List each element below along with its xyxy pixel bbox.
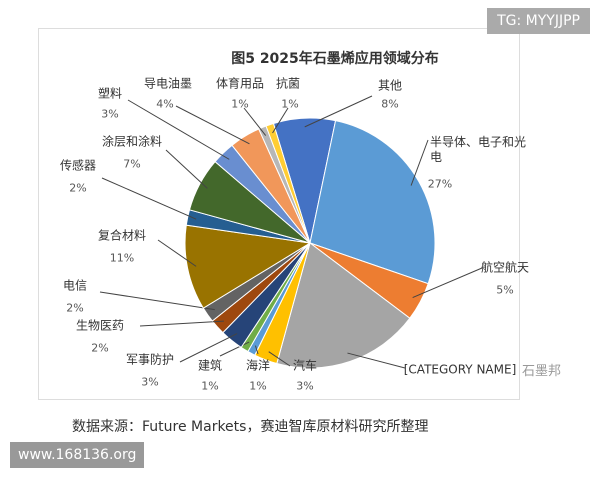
value-label: 11% <box>109 251 135 265</box>
leader-line <box>412 267 483 299</box>
value-label: 3% <box>101 107 119 121</box>
category-label: 军事防护 <box>125 352 175 367</box>
leader-line <box>99 291 215 311</box>
category-label: 生物医药 <box>75 318 125 333</box>
value-label: 1% <box>249 379 267 393</box>
value-label: 1% <box>231 97 249 111</box>
category-label: 电信 <box>62 278 88 293</box>
leader-line <box>139 320 224 327</box>
value-label: 8% <box>381 97 399 111</box>
chart-frame <box>38 28 520 400</box>
leader-line <box>243 107 267 136</box>
leader-line <box>304 95 373 128</box>
category-label: 抗菌 <box>275 76 301 91</box>
category-label: 建筑 <box>197 358 223 373</box>
category-label: 体育用品 <box>215 76 265 91</box>
chart-title: 图5 2025年石墨烯应用领域分布 <box>231 51 439 67</box>
category-label: [CATEGORY NAME] <box>403 362 517 377</box>
leader-line <box>127 99 230 160</box>
value-label: 1% <box>281 97 299 111</box>
leader-line <box>157 239 197 267</box>
value-label: 1% <box>201 379 219 393</box>
value-label: 2% <box>69 181 87 195</box>
leader-line <box>254 345 259 355</box>
leader-line <box>165 149 208 189</box>
category-label: 传感器 <box>59 158 97 173</box>
category-label: 其他 <box>377 78 403 93</box>
value-label: 3% <box>141 375 159 389</box>
category-label: 复合材料 <box>97 228 147 243</box>
pie-slice <box>265 122 311 244</box>
category-label: 塑料 <box>97 86 123 101</box>
category-label: 涂层和涂料 <box>101 134 163 149</box>
pie-slice <box>309 120 436 285</box>
leader-line <box>179 333 238 363</box>
value-label: 27% <box>427 177 453 191</box>
value-label: 4% <box>156 97 174 111</box>
site-label: www.168136.org <box>10 442 145 468</box>
leader-line <box>219 341 250 357</box>
watermark: 石墨邦 <box>522 364 562 379</box>
value-label: 2% <box>91 341 109 355</box>
leader-line <box>347 352 406 369</box>
value-label: 3% <box>296 379 314 393</box>
badge: TG: MYYJJPP <box>487 8 590 34</box>
category-label: 半导体、电子和光电 <box>430 135 527 164</box>
leader-line <box>101 177 197 220</box>
value-label: 7% <box>123 157 141 171</box>
pie-slice <box>184 224 312 309</box>
category-label: 汽车 <box>292 358 318 373</box>
category-label: 导电油墨 <box>143 76 193 91</box>
leader-line <box>272 107 289 134</box>
category-label: 海洋 <box>245 358 271 373</box>
leader-line <box>175 105 250 145</box>
category-label: 航空航天 <box>480 260 530 275</box>
leader-line <box>410 139 429 186</box>
value-label: 2% <box>66 301 84 315</box>
source: 数据来源：Future Markets，赛迪智库原材料研究所整理 <box>72 419 429 435</box>
value-label: 5% <box>496 283 514 297</box>
leader-line <box>268 351 291 367</box>
